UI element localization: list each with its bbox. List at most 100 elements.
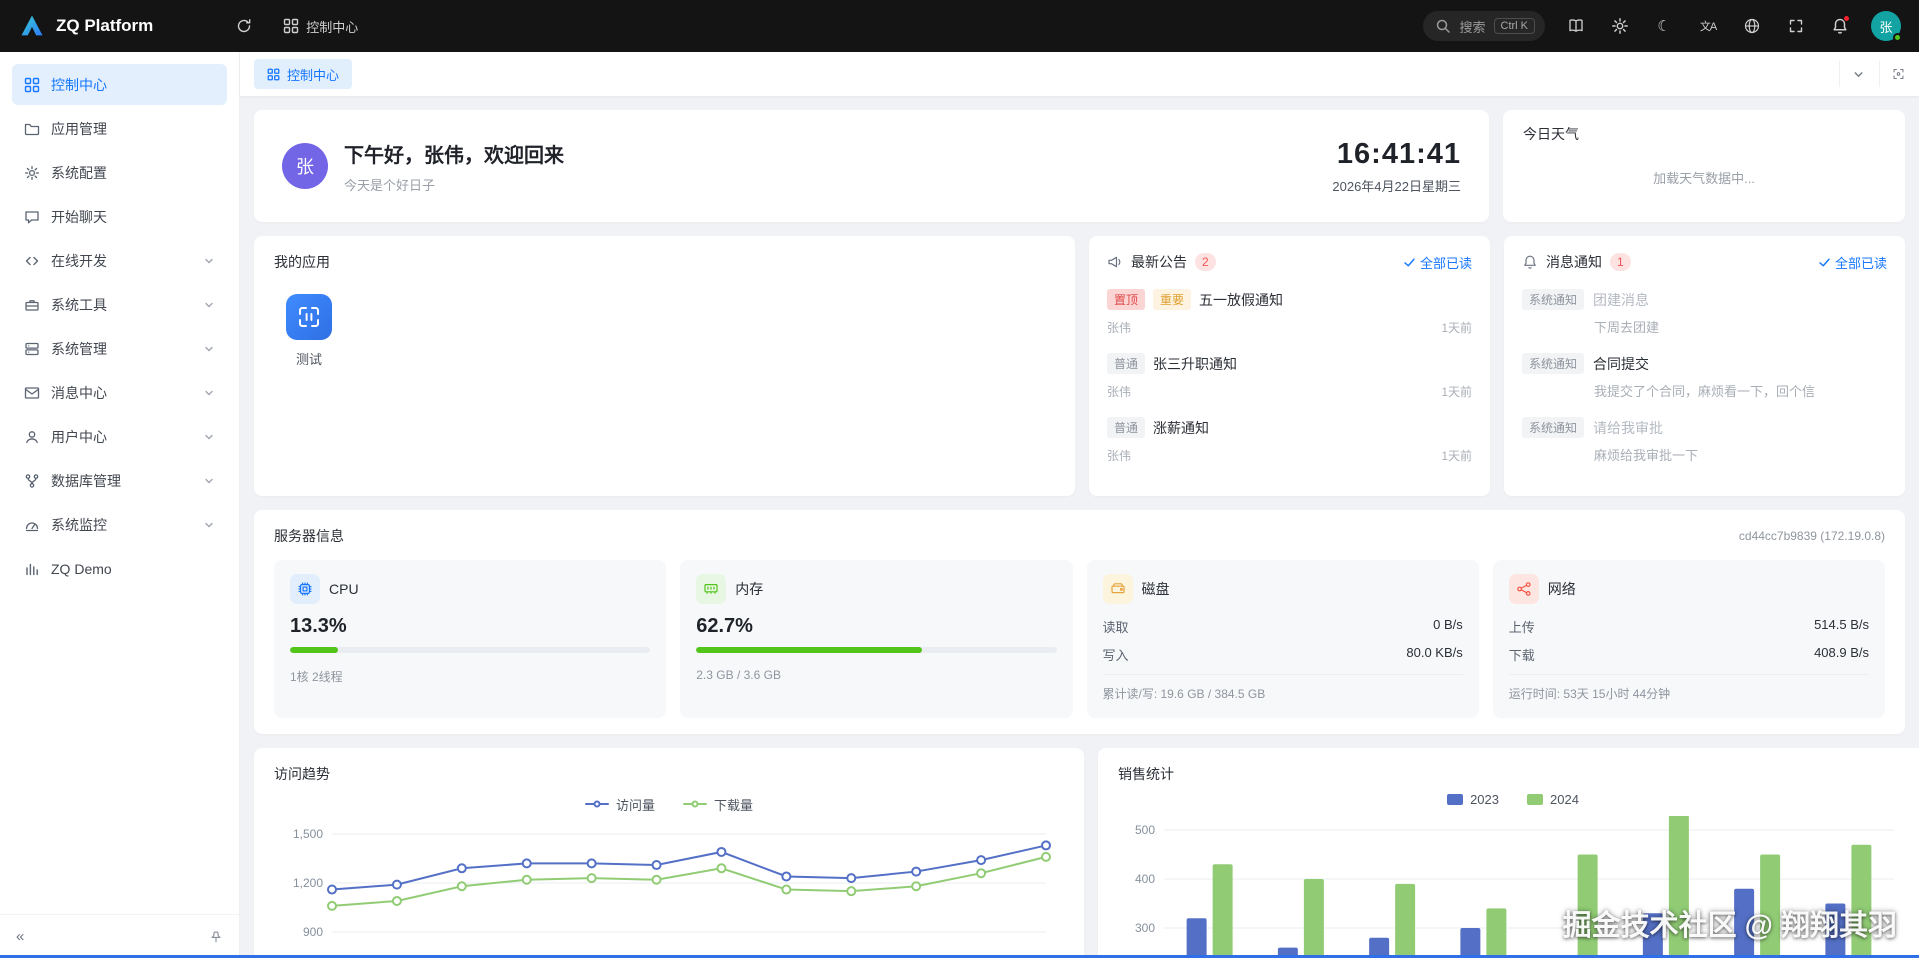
settings-gear-icon[interactable] [1607, 13, 1633, 39]
tab-label: 控制中心 [287, 67, 340, 83]
notification-item[interactable]: 系统通知 合同提交 我提交了个合同，麻烦看一下，回个信 [1522, 353, 1887, 400]
sidebar-item-label: 系统监控 [51, 516, 107, 533]
sidebar-item-label: 在线开发 [51, 252, 107, 269]
globe-icon[interactable] [1739, 13, 1765, 39]
my-apps-title: 我的应用 [274, 254, 330, 270]
memory-label: 内存 [735, 581, 764, 597]
docs-icon[interactable] [1563, 13, 1589, 39]
svg-text:300: 300 [1135, 921, 1155, 935]
clock: 16:41:41 [1336, 137, 1461, 170]
net-down-label: 下载 [1508, 648, 1535, 663]
network-footer: 运行时间: 53天 15小时 44分钟 [1508, 674, 1869, 702]
disk-icon [1102, 574, 1133, 604]
announcements-mark-all-read[interactable]: 全部已读 [1403, 253, 1472, 272]
pin-icon[interactable] [209, 930, 223, 944]
sidebar-item-control-center[interactable]: 控制中心 [12, 64, 227, 105]
notifications-mark-all-read[interactable]: 全部已读 [1818, 253, 1887, 272]
sidebar-footer: « [0, 914, 239, 958]
tab-control-center[interactable]: 控制中心 [254, 59, 353, 89]
sidebar-item-online-dev[interactable]: 在线开发 [12, 240, 227, 281]
tag-system: 系统通知 [1522, 417, 1585, 438]
announcements-count-badge: 2 [1195, 253, 1216, 271]
fullscreen-icon[interactable] [1783, 13, 1809, 39]
tag-normal: 普通 [1107, 353, 1146, 374]
announcement-item[interactable]: 普通 张三升职通知 张伟 1天前 [1107, 353, 1472, 400]
user-avatar[interactable]: 张 [1871, 11, 1902, 42]
server-host: cd44cc7b9839 (172.19.0.8) [1738, 529, 1885, 543]
greeting-subtitle: 今天是个好日子 [344, 177, 436, 193]
chevron-down-icon [205, 258, 213, 263]
sidebar-item-system-management[interactable]: 系统管理 [12, 328, 227, 369]
dark-mode-moon-icon[interactable]: ☾ [1657, 17, 1671, 35]
memory-icon [696, 574, 727, 604]
collapse-sidebar-icon[interactable]: « [16, 928, 25, 945]
visits-trend-title: 访问趋势 [274, 766, 330, 782]
content-fullscreen-icon[interactable] [1879, 61, 1905, 87]
chevron-down-icon [205, 434, 213, 439]
notification-item[interactable]: 系统通知 团建消息 下周去团建 [1522, 289, 1887, 336]
notification-item[interactable]: 系统通知 请给我审批 麻烦给我审批一下 [1522, 417, 1887, 464]
announcement-title: 五一放假通知 [1199, 291, 1284, 308]
search-input[interactable]: 搜索 Ctrl K [1423, 11, 1545, 41]
sidebar-item-app-management[interactable]: 应用管理 [12, 108, 227, 149]
notification-title: 请给我审批 [1593, 419, 1664, 436]
cpu-stat-box: CPU 13.3% 1核 2线程 [274, 560, 667, 718]
disk-footer: 累计读/写: 19.6 GB / 384.5 GB [1102, 674, 1463, 702]
database-nodes-icon [25, 473, 39, 488]
chat-icon [25, 210, 39, 223]
sidebar-item-label: 用户中心 [51, 428, 107, 445]
sidebar-item-system-config[interactable]: 系统配置 [12, 152, 227, 193]
tab-menu-chevron-icon[interactable] [1839, 61, 1865, 87]
server-icon [25, 342, 39, 355]
megaphone-icon [1108, 256, 1121, 268]
net-up-label: 上传 [1508, 620, 1535, 635]
sales-bar-chart: 500400300200100012345678 [1135, 816, 1894, 958]
app-item-test[interactable]: 测试 [274, 294, 344, 368]
memory-progress [696, 647, 1057, 653]
sidebar-item-message-center[interactable]: 消息中心 [12, 372, 227, 413]
memory-value: 62.7% [696, 615, 753, 637]
announcement-author: 张伟 [1107, 385, 1132, 399]
my-apps-card: 我的应用 测试 [254, 236, 1075, 496]
cpu-value: 13.3% [290, 615, 347, 637]
svg-text:900: 900 [303, 925, 323, 939]
network-stat-box: 网络 上传 514.5 B/s 下载 408.9 B/s 运行时间: 53天 15小… [1492, 560, 1885, 718]
sidebar-item-system-tools[interactable]: 系统工具 [12, 284, 227, 325]
legend-item[interactable]: 访问量 [584, 795, 655, 814]
legend-item[interactable]: 2023 [1447, 792, 1499, 807]
weather-loading-text: 加载天气数据中... [1653, 171, 1755, 186]
mail-icon [24, 386, 40, 399]
sidebar-item-label: 系统配置 [51, 164, 107, 181]
server-info-title: 服务器信息 [274, 528, 344, 544]
sidebar-item-system-monitor[interactable]: 系统监控 [12, 504, 227, 545]
sidebar-item-label: 应用管理 [51, 120, 107, 137]
visits-legend[interactable]: 访问量 下载量 [274, 792, 1064, 814]
tag-normal: 普通 [1107, 417, 1146, 438]
sidebar-item-start-chat[interactable]: 开始聊天 [12, 196, 227, 237]
app-logo-icon [21, 15, 43, 36]
legend-item[interactable]: 下载量 [683, 795, 753, 814]
avatar: 张 [282, 143, 328, 189]
top-header: ZQ Platform 控制中心 搜索 Ctrl K [0, 0, 1919, 52]
grid-icon [267, 68, 280, 80]
notifications-bell-icon[interactable] [1827, 13, 1853, 39]
disk-read-value: 0 B/s [1433, 617, 1463, 632]
legend-item[interactable]: 2024 [1527, 792, 1579, 807]
sidebar-item-zq-demo[interactable]: ZQ Demo [12, 548, 227, 589]
announcement-item[interactable]: 普通 涨薪通知 张伟 1天前 [1107, 417, 1472, 464]
tag-pinned: 置顶 [1107, 289, 1146, 310]
avatar-initial: 张 [296, 157, 314, 177]
notifications-title: 消息通知 [1546, 254, 1602, 270]
announcement-time: 1天前 [1441, 449, 1472, 463]
sales-legend[interactable]: 2023 2024 [1118, 792, 1908, 810]
translate-icon[interactable]: 文A [1699, 21, 1717, 33]
notification-badge-dot [1843, 15, 1850, 22]
breadcrumb[interactable]: 控制中心 [283, 17, 358, 36]
sidebar-item-database-management[interactable]: 数据库管理 [12, 460, 227, 501]
sidebar-item-user-center[interactable]: 用户中心 [12, 416, 227, 457]
announcement-item[interactable]: 置顶 重要 五一放假通知 张伟 1天前 [1107, 289, 1472, 336]
refresh-icon[interactable] [231, 13, 257, 39]
tag-system: 系统通知 [1522, 353, 1585, 374]
